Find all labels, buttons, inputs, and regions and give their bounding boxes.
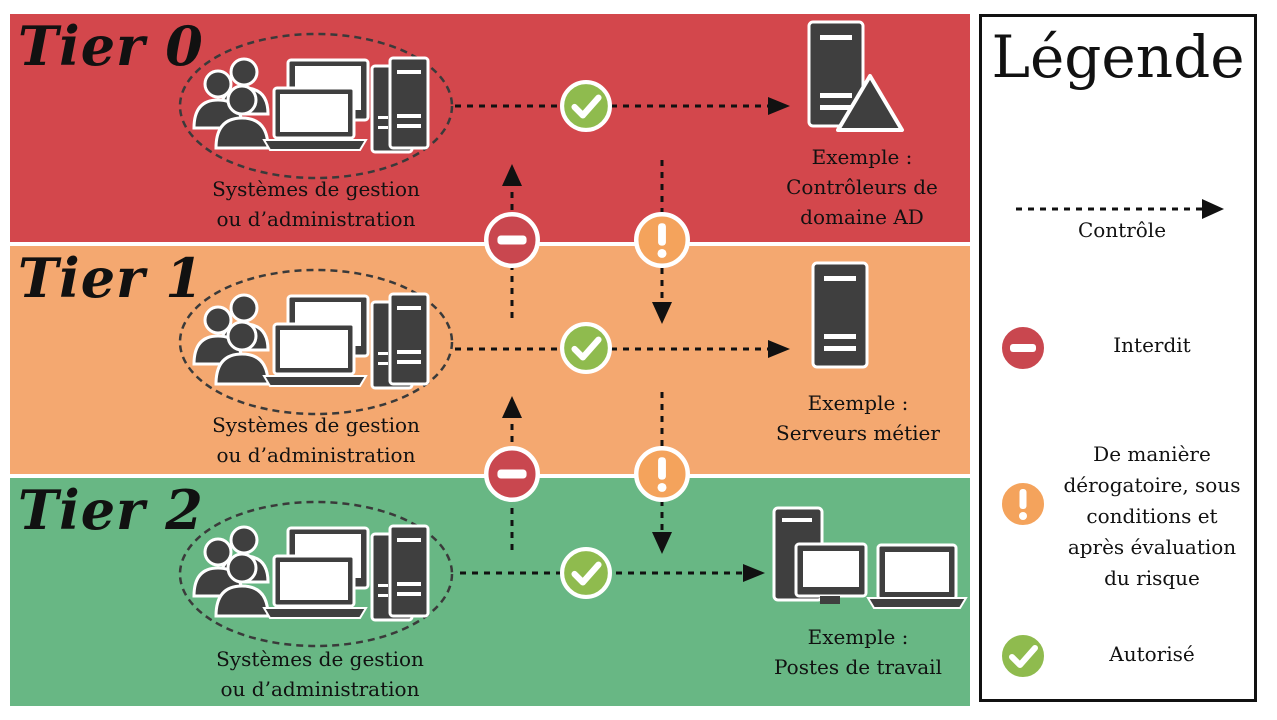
- tier-2-allowed-icon: [562, 549, 610, 597]
- conditional-down-icon-0-1: [636, 214, 688, 266]
- legend-allowed-label: Autorisé: [1109, 642, 1195, 666]
- tier-1-band: [10, 246, 970, 474]
- forbidden-up-icon-0-1: [486, 214, 538, 266]
- legend-control-label: Contrôle: [1077, 218, 1167, 242]
- tier-1-title: Tier 1: [18, 246, 204, 310]
- legend-title: Légende: [991, 23, 1245, 91]
- tier-0-example-label: Exemple : Contrôleurs de domaine AD: [786, 145, 938, 229]
- arrow-head-icon: [743, 564, 765, 582]
- arrow-head-icon: [768, 340, 790, 358]
- tier-2-admin-icons: [192, 524, 430, 622]
- legend-forbidden-label: Interdit: [1113, 333, 1191, 357]
- tier-1-allowed-icon: [562, 324, 610, 372]
- arrow-head-icon: [502, 396, 522, 418]
- legend-allowed-icon: [1000, 633, 1046, 679]
- legend-conditional-label: De manière dérogatoire, sous conditions et…: [1063, 442, 1241, 590]
- tier-2-system-label: Systèmes de gestion ou d’administration: [216, 647, 424, 701]
- domain-controller-icon: [807, 20, 904, 132]
- tier-0-admin-icons: [192, 56, 430, 154]
- arrow-head-icon: [1202, 199, 1224, 219]
- tier-0-title: Tier 0: [18, 14, 204, 78]
- tier-1-admin-icons: [192, 292, 430, 390]
- workstation-icon: [772, 506, 968, 609]
- arrow-head-icon: [652, 532, 672, 554]
- forbidden-up-icon-1-2: [486, 448, 538, 500]
- legend-icons: [998, 199, 1224, 699]
- tier-1-admin-group: [178, 268, 454, 416]
- tier-1-system-label: Systèmes de gestion ou d’administration: [212, 413, 420, 467]
- arrow-head-icon: [768, 97, 790, 115]
- legend-forbidden-icon: [998, 323, 1048, 373]
- tier-2-admin-group: [178, 500, 454, 648]
- tier-2-title: Tier 2: [18, 478, 204, 542]
- legend-conditional-icon: [998, 479, 1048, 529]
- conditional-down-icon-1-2: [636, 448, 688, 500]
- tier-2-example-label: Exemple : Postes de travail: [774, 625, 942, 679]
- arrow-head-icon: [652, 302, 672, 324]
- tier-0-system-label: Systèmes de gestion ou d’administration: [212, 177, 420, 231]
- tier-1-example-label: Exemple : Serveurs métier: [776, 391, 940, 445]
- arrow-head-icon: [502, 164, 522, 186]
- tier-0-admin-group: [178, 32, 454, 180]
- tier-0-allowed-icon: [562, 82, 610, 130]
- business-server-icon: [811, 261, 869, 369]
- legend-panel: Légende Contrôle Interdit De manière déro…: [979, 14, 1257, 702]
